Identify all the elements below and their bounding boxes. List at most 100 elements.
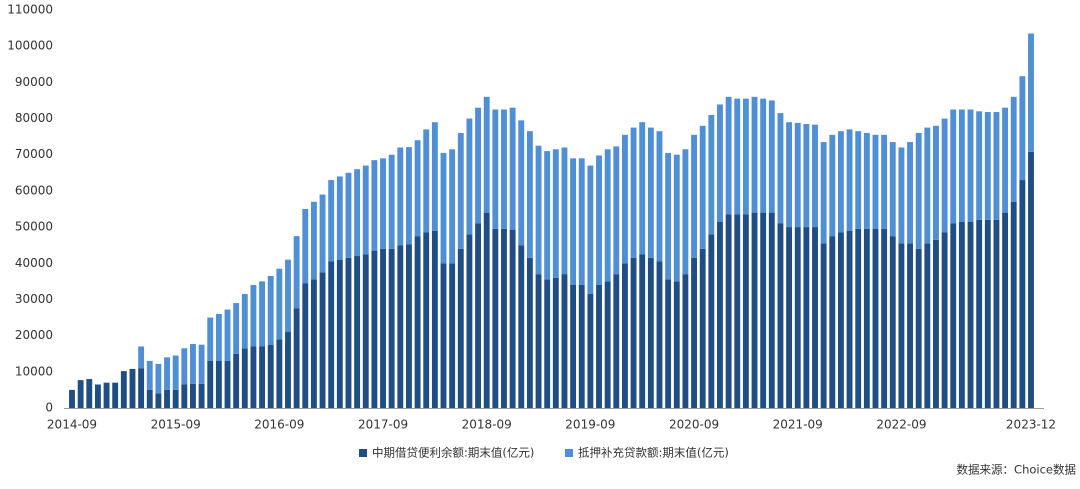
bar-segment	[1028, 151, 1034, 408]
bar-segment	[647, 257, 654, 408]
bar-segment	[604, 281, 611, 408]
bar-segment	[535, 145, 542, 275]
bar-segment	[578, 158, 585, 285]
y-tick-label: 20000	[15, 328, 53, 342]
bar-segment	[319, 194, 326, 273]
bar-segment	[699, 125, 706, 249]
bar-segment	[984, 219, 991, 408]
bar-segment	[190, 383, 196, 408]
bar-segment	[397, 147, 404, 246]
bar-segment	[535, 274, 542, 408]
x-tick-label: 2022-09	[876, 418, 926, 432]
bar-segment	[250, 284, 257, 347]
bar-segment	[146, 389, 153, 408]
bar-segment	[526, 131, 533, 258]
y-tick-label: 90000	[15, 75, 53, 89]
bar-segment	[146, 360, 153, 390]
bar-segment	[924, 243, 931, 408]
bar-segment	[587, 294, 594, 408]
bar-segment	[803, 123, 810, 228]
bar-segment	[786, 227, 793, 408]
bar-segment	[958, 221, 965, 408]
bar-segment	[933, 125, 939, 240]
bar-segment	[837, 232, 844, 408]
bar-segment	[725, 214, 732, 408]
legend-label: 中期借贷便利余额:期末值(亿元)	[372, 446, 534, 460]
x-tick-label: 2020-09	[669, 418, 719, 432]
bar-segment	[1019, 180, 1026, 408]
bar-segment	[725, 96, 732, 215]
bar-segment	[656, 131, 663, 262]
bar-segment	[846, 230, 853, 408]
bar-segment	[855, 228, 862, 408]
bar-segment	[414, 140, 421, 237]
source-note: 数据来源：Choice数据	[957, 463, 1077, 477]
bar-segment	[250, 346, 257, 408]
bar-segment	[734, 214, 741, 408]
bar-segment	[267, 344, 274, 408]
bar-segment	[673, 281, 680, 408]
bar-segment	[889, 142, 896, 237]
bar-segment	[190, 343, 196, 384]
bar-segment	[570, 158, 577, 285]
bar-segment	[820, 142, 827, 244]
bar-segment	[172, 355, 179, 390]
bar-segment	[855, 131, 862, 229]
bar-segment	[77, 380, 84, 408]
bar-segment	[457, 248, 464, 408]
bar-segment	[924, 127, 931, 244]
bar-segment	[466, 234, 473, 408]
bar-segment	[846, 129, 853, 231]
bar-segment	[552, 149, 559, 278]
bar-segment	[423, 232, 430, 408]
bar-segment	[466, 118, 473, 235]
bar-segment	[760, 98, 767, 213]
bar-segment	[449, 149, 456, 264]
bar-segment	[440, 263, 447, 408]
bar-segment	[492, 109, 499, 229]
bar-segment	[933, 239, 939, 408]
bar-segment	[976, 219, 983, 408]
y-tick-label: 100000	[7, 39, 53, 53]
bar-segment	[907, 243, 913, 408]
bar-segment	[198, 383, 205, 408]
bar-segment	[362, 165, 369, 255]
bar-segment	[760, 212, 767, 408]
bar-segment	[224, 360, 231, 408]
bar-segment	[302, 209, 309, 284]
bar-segment	[630, 127, 637, 258]
bar-segment	[993, 112, 1000, 220]
bar-segment	[336, 176, 343, 260]
bar-segment	[587, 165, 594, 295]
bar-segment	[86, 379, 93, 408]
bar-segment	[501, 109, 507, 229]
bar-segment	[872, 134, 879, 229]
bar-segment	[198, 344, 205, 384]
bar-segment	[345, 257, 352, 408]
bar-segment	[578, 284, 585, 408]
bar-segment	[872, 228, 879, 408]
bar-segment	[717, 104, 723, 222]
bar-segment	[812, 227, 818, 408]
bar-segment	[967, 109, 974, 222]
bar-segment	[708, 234, 715, 408]
bar-segment	[483, 96, 490, 213]
bar-segment	[708, 114, 715, 235]
bar-segment	[863, 228, 870, 408]
bar-segment	[717, 221, 723, 408]
bar-segment	[820, 243, 827, 408]
bar-segment	[224, 309, 231, 361]
bar-segment	[544, 279, 551, 408]
bar-segment	[837, 131, 844, 233]
bar-segment	[388, 248, 395, 408]
bar-segment	[380, 248, 386, 408]
bar-segment	[423, 129, 430, 233]
bar-segment	[734, 98, 741, 215]
bar-segment	[699, 248, 706, 408]
bar-segment	[215, 313, 222, 361]
bar-segment	[431, 230, 438, 408]
y-tick-label: 60000	[15, 183, 53, 197]
bar-segment	[276, 268, 283, 340]
bar-segment	[406, 147, 412, 245]
bar-segment	[69, 389, 75, 408]
